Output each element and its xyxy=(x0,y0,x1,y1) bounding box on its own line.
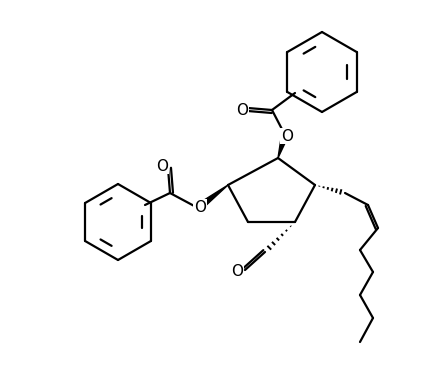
Polygon shape xyxy=(278,134,288,158)
Text: O: O xyxy=(281,128,293,144)
Text: O: O xyxy=(231,264,243,280)
Text: O: O xyxy=(236,102,248,118)
Text: O: O xyxy=(194,199,206,215)
Polygon shape xyxy=(196,185,228,211)
Text: O: O xyxy=(156,159,168,173)
